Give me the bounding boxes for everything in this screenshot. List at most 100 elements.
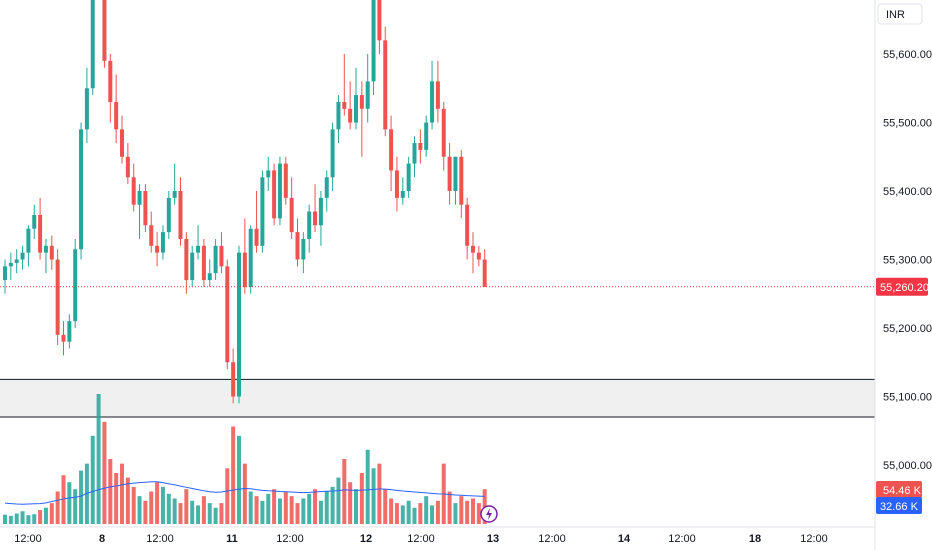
candle [342, 54, 347, 116]
candle [406, 156, 411, 198]
candle [336, 95, 341, 144]
volume-bar [20, 511, 25, 524]
candle-body [435, 81, 440, 109]
candle [201, 238, 206, 287]
candle-body [114, 101, 119, 130]
candle-body [389, 129, 394, 171]
candle-body [32, 214, 37, 229]
candle [482, 249, 487, 287]
volume-bar [400, 505, 405, 524]
candle-body [295, 232, 300, 260]
candle [435, 60, 440, 123]
zones-layer [0, 378, 875, 418]
volume-bar [242, 463, 247, 524]
candle-body [307, 211, 312, 239]
candle-body [447, 156, 452, 191]
volume-bar [471, 498, 475, 524]
last-price-label: 55,260.20 [880, 282, 929, 294]
candle [90, 0, 95, 96]
candle-body [471, 245, 475, 253]
candle-body [277, 163, 282, 219]
candle [190, 245, 195, 287]
volume-bar [377, 463, 382, 524]
candle [354, 67, 358, 130]
volume-bar [383, 489, 388, 524]
candle [184, 232, 189, 294]
y-axis[interactable]: 56,000.0055,900.0055,800.0055,600.0055,5… [874, 0, 932, 550]
x-axis-tick-label: 12 [360, 533, 372, 545]
volume-bar [201, 496, 206, 524]
volume-bar [114, 472, 119, 524]
volume-bar [196, 505, 201, 524]
candle [32, 204, 37, 239]
volume-bar [131, 486, 136, 524]
lines-layer [0, 286, 875, 288]
candle [383, 26, 388, 137]
candle [465, 197, 470, 260]
candle [301, 232, 306, 274]
volume-bar [102, 421, 107, 524]
volume-bar [277, 498, 282, 524]
y-axis-tick-label: 55,600.00 [883, 49, 932, 61]
candle [172, 163, 177, 205]
volume-bar [79, 470, 84, 524]
candle [8, 252, 13, 281]
candle-body [67, 321, 72, 342]
volume-ma-label: 32.66 K [880, 501, 919, 513]
candle [242, 218, 247, 294]
candle [26, 225, 31, 267]
candle-body [213, 245, 218, 274]
volume-bar [184, 489, 189, 524]
candle [114, 74, 119, 144]
volume-bar [67, 482, 72, 524]
replay-button[interactable] [480, 505, 498, 523]
x-axis-tick-label: 12:00 [407, 533, 435, 545]
y-axis-tick-label: 55,300.00 [883, 255, 932, 267]
candle [459, 149, 464, 219]
volume-bar [43, 507, 48, 524]
candle-body [301, 238, 306, 260]
volume-bar [49, 503, 54, 524]
candle-body [377, 0, 382, 41]
candle-body [8, 262, 13, 267]
volume-bar [213, 507, 218, 524]
volume-bar [225, 468, 230, 524]
candle [120, 115, 124, 164]
volume-bar [248, 491, 253, 524]
candle [155, 232, 160, 267]
volume-bar [371, 468, 376, 524]
x-axis-tick-label: 12:00 [276, 533, 304, 545]
candle-body [459, 156, 464, 205]
candle-body [313, 211, 318, 226]
candle-body [272, 170, 277, 219]
volume-bar [125, 477, 130, 524]
candle [219, 232, 224, 274]
x-axis-tick-label: 12:00 [538, 533, 566, 545]
candle-body [242, 252, 247, 287]
volume-bar [96, 394, 101, 524]
y-axis-tick-label: 55,400.00 [883, 186, 932, 198]
candle [73, 238, 78, 328]
x-axis-tick-label: 12:00 [14, 533, 42, 545]
volume-bar [90, 435, 95, 524]
candle-body [237, 252, 241, 397]
candle [61, 321, 66, 356]
candle-body [430, 81, 435, 123]
volume-bar [424, 496, 429, 524]
candle [260, 170, 265, 253]
candle [277, 156, 282, 226]
currency-badge[interactable]: INR [877, 3, 923, 25]
volume-label-bg [876, 481, 922, 498]
candle [330, 122, 335, 191]
x-axis[interactable]: 12:00 8 12:00 11 12:00 12 12:00 13 12:00 14 12:00 1… [0, 526, 875, 545]
candle-body [196, 245, 201, 253]
volume-bar [412, 507, 417, 524]
volume-bar [73, 489, 78, 524]
candle-body [38, 214, 43, 253]
volume-bar [406, 500, 411, 524]
x-axis-tick-label: 12:00 [800, 533, 828, 545]
candle [207, 259, 212, 287]
candle-body [453, 156, 458, 191]
